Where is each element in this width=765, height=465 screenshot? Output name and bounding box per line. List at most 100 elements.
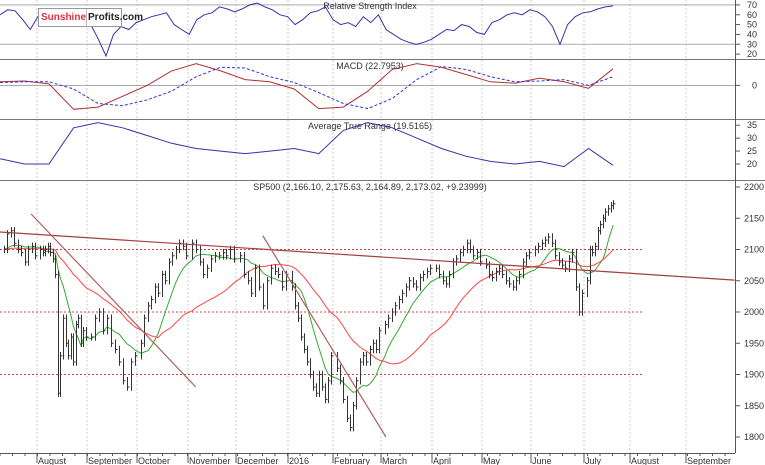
- logo-part-1: Sunshine: [41, 12, 87, 23]
- ohlc-bar: [449, 270, 452, 288]
- ohlc-bar: [360, 358, 363, 385]
- macd-tick-label: 0: [752, 80, 757, 90]
- ohlc-bar: [340, 364, 343, 385]
- ohlc-bar: [613, 200, 616, 210]
- price-tick-label: 2050: [744, 276, 764, 286]
- ohlc-bar: [319, 370, 322, 397]
- ohlc-bar: [219, 252, 222, 260]
- ohlc-bar: [343, 377, 346, 404]
- ohlc-bar: [86, 327, 89, 341]
- ohlc-bar: [301, 314, 304, 341]
- ohlc-bar: [95, 314, 98, 341]
- ohlc-bar: [295, 283, 298, 310]
- ohlc-bar: [255, 264, 258, 297]
- ohlc-bar: [226, 248, 229, 260]
- ohlc-bar: [409, 277, 412, 291]
- month-label: August: [38, 456, 67, 465]
- macd-title: MACD (22.7953): [336, 61, 404, 71]
- ohlc-bar: [423, 270, 426, 282]
- ohlc-bar: [7, 230, 10, 254]
- atr-tick-label: 30: [747, 133, 757, 143]
- ohlc-bar: [131, 358, 134, 391]
- ohlc-bar: [282, 270, 285, 291]
- price-tick-label: 1800: [744, 432, 764, 442]
- price-tick-label: 2200: [744, 182, 764, 192]
- ohlc-bar: [244, 252, 247, 279]
- ohlc-bar: [516, 277, 519, 291]
- atr-series-line: [0, 122, 614, 168]
- ohlc-bar: [35, 242, 38, 260]
- rsi-tick-label: 70: [747, 0, 757, 10]
- ohlc-bar: [322, 370, 325, 391]
- ohlc-bar: [331, 352, 334, 385]
- ohlc-bar: [148, 302, 151, 322]
- month-label: November: [189, 456, 231, 465]
- ohlc-bar: [328, 377, 331, 404]
- ohlc-bar: [141, 339, 144, 360]
- ohlc-bar: [559, 252, 562, 266]
- ohlc-bar: [439, 264, 442, 279]
- ohlc-bar: [473, 245, 476, 260]
- ohlc-bar: [542, 239, 545, 251]
- ohlc-bar: [55, 255, 58, 279]
- ohlc-bar: [502, 264, 505, 279]
- month-label: December: [237, 456, 279, 465]
- ohlc-bar: [460, 248, 463, 263]
- ohlc-bar: [392, 308, 395, 322]
- atr-tick-label: 25: [747, 146, 757, 156]
- ohlc-bar: [347, 395, 350, 422]
- month-label: 2016: [289, 456, 309, 465]
- ohlc-bar: [463, 245, 466, 257]
- ohlc-bar: [251, 277, 254, 297]
- ohlc-bar: [608, 205, 611, 216]
- sunshine-profits-logo[interactable]: Sunshine Profits.com: [38, 8, 143, 27]
- ohlc-bar: [267, 277, 270, 310]
- atr-tick-label: 35: [747, 120, 757, 130]
- ohlc-bar: [240, 252, 243, 263]
- ohlc-bar: [135, 352, 138, 366]
- ohlc-bar: [103, 308, 106, 335]
- ohlc-bar: [119, 345, 122, 366]
- ohlc-bar: [370, 345, 373, 366]
- rsi-tick-label: 30: [747, 39, 757, 49]
- ohlc-bar: [248, 270, 251, 285]
- ohlc-bar: [413, 277, 416, 288]
- ohlc-bar: [325, 383, 328, 404]
- month-label: July: [585, 456, 602, 465]
- ohlc-bar: [196, 239, 199, 254]
- ohlc-bar: [509, 277, 512, 288]
- ohlc-bar: [499, 264, 502, 276]
- ohlc-bar: [496, 267, 499, 282]
- ohlc-bar: [144, 314, 147, 347]
- ohlc-bar: [350, 414, 353, 432]
- ohlc-bar: [545, 236, 548, 247]
- rsi-title: Relative Strength Index: [323, 1, 417, 11]
- ohlc-bar: [399, 295, 402, 310]
- price-tick-label: 2000: [744, 307, 764, 317]
- ohlc-bar: [73, 333, 76, 366]
- ohlc-bar: [203, 258, 206, 279]
- ohlc-bar: [538, 242, 541, 254]
- ohlc-bar: [32, 242, 35, 254]
- ohlc-bar: [223, 248, 226, 260]
- trendline: [262, 235, 387, 438]
- ohlc-bar: [366, 352, 369, 366]
- ohlc-bar: [155, 283, 158, 304]
- ohlc-bar: [45, 245, 48, 257]
- ohlc-bar: [513, 280, 516, 291]
- ohlc-bar: [211, 255, 214, 272]
- ohlc-bar: [373, 339, 376, 354]
- ohlc-bar: [443, 270, 446, 285]
- macd-signal-line: [0, 65, 614, 110]
- ohlc-bar: [592, 245, 595, 257]
- ohlc-bar: [4, 245, 7, 254]
- ohlc-bar: [179, 239, 182, 254]
- logo-part-2: Profits.com: [86, 9, 143, 26]
- ohlc-bar: [60, 352, 63, 397]
- rsi-tick-label: 40: [747, 29, 757, 39]
- ohlc-bar: [446, 277, 449, 288]
- ohlc-bar: [91, 333, 94, 341]
- price-tick-label: 1900: [744, 370, 764, 380]
- ohlc-bar: [313, 370, 316, 391]
- ohlc-bar: [395, 302, 398, 316]
